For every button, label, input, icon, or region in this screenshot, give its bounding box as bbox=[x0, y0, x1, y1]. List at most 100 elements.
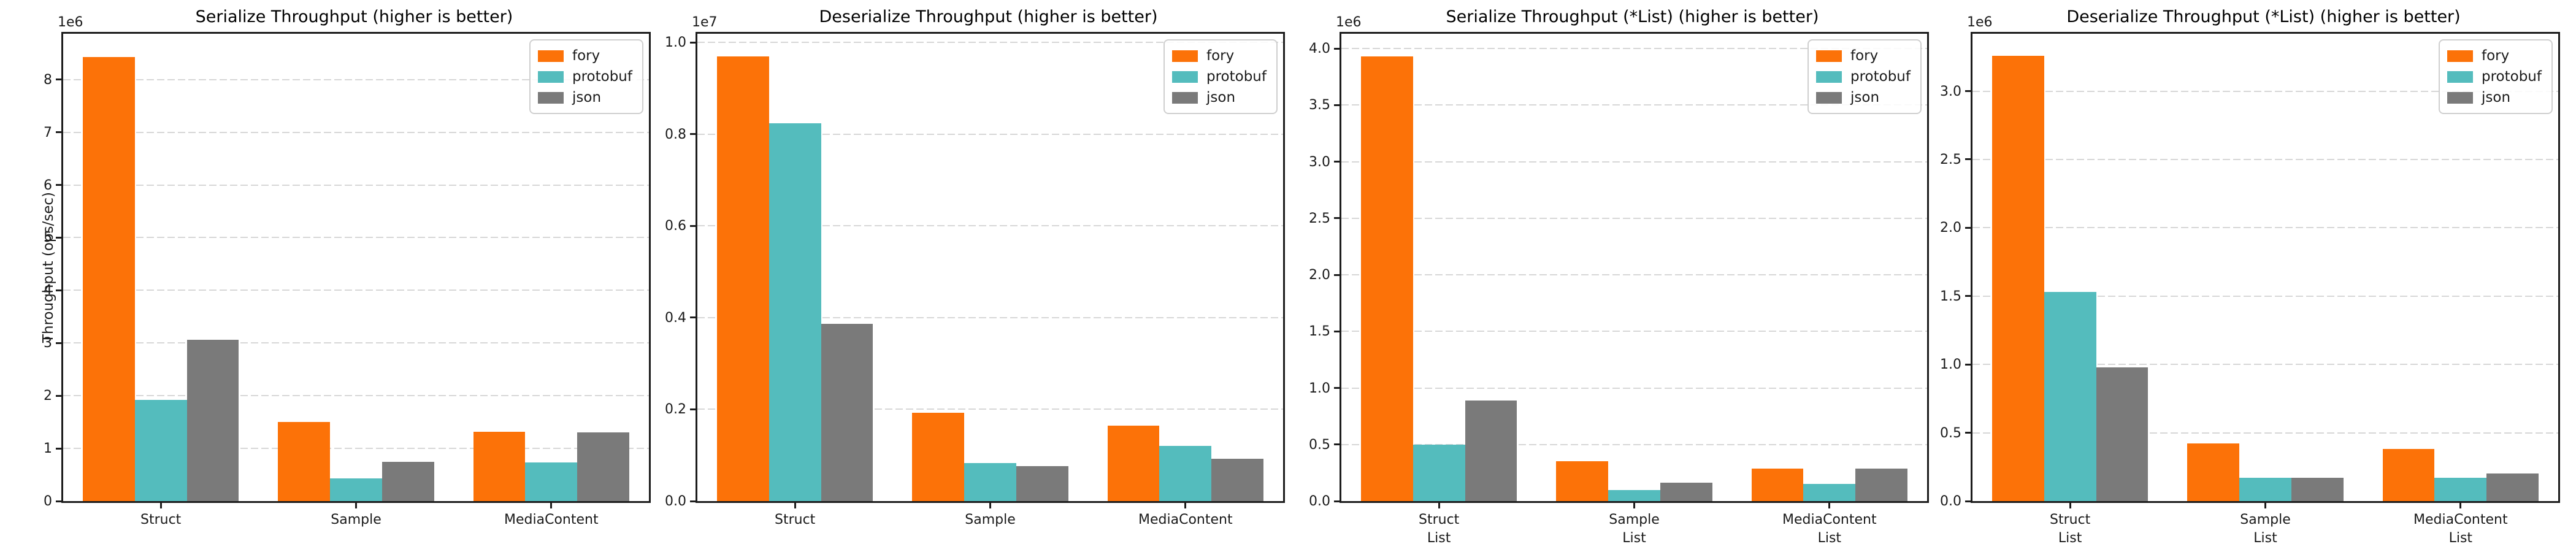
legend-swatch-protobuf-icon bbox=[1172, 71, 1198, 83]
legend-swatch-fory-icon bbox=[1172, 50, 1198, 62]
y-tick-mark bbox=[690, 133, 696, 136]
bar-protobuf-sample bbox=[330, 478, 382, 501]
x-tick-label-line: Sample bbox=[965, 512, 1016, 527]
bar-protobuf-mediacontent bbox=[525, 462, 578, 501]
legend-label: fory bbox=[1206, 48, 1235, 64]
gridline bbox=[697, 42, 1283, 44]
gridline bbox=[697, 408, 1283, 410]
legend-swatch-fory-icon bbox=[2447, 50, 2473, 62]
gridline bbox=[1972, 227, 2558, 229]
legend-item-protobuf: protobuf bbox=[538, 66, 632, 87]
gridline bbox=[697, 133, 1283, 135]
y-tick-mark bbox=[56, 447, 61, 450]
bar-fory-struct bbox=[716, 56, 769, 501]
bar-fory-mediacontent bbox=[1107, 426, 1160, 501]
x-tick-mark bbox=[159, 503, 162, 508]
chart-panel-serialize: Serialize Throughput (higher is better) 1… bbox=[0, 0, 651, 552]
axis-scale-offset-label: 1e7 bbox=[692, 15, 718, 30]
y-tick-label: 3 bbox=[44, 335, 52, 351]
gridline bbox=[63, 131, 649, 133]
legend: fory protobuf json bbox=[529, 39, 643, 114]
legend-label: protobuf bbox=[2482, 69, 2542, 85]
legend-item-fory: fory bbox=[1816, 45, 1911, 66]
legend-label: protobuf bbox=[1206, 69, 1267, 85]
y-tick-mark bbox=[56, 79, 61, 81]
y-tick-mark bbox=[1965, 500, 1971, 502]
x-tick-mark bbox=[1184, 503, 1187, 508]
gridline bbox=[1972, 295, 2558, 297]
x-tick-mark bbox=[1828, 503, 1831, 508]
chart-title: Serialize Throughput (higher is better) bbox=[195, 7, 513, 26]
legend-item-json: json bbox=[538, 87, 632, 108]
gridline bbox=[63, 289, 649, 291]
bar-json-sample bbox=[1660, 483, 1712, 501]
y-tick-mark bbox=[56, 236, 61, 239]
x-tick-label-line: List bbox=[1427, 531, 1451, 546]
y-tick-mark bbox=[1334, 47, 1340, 50]
axis-scale-offset-label: 1e6 bbox=[1967, 15, 1993, 30]
x-tick-mark bbox=[550, 503, 553, 508]
x-tick-label-line: MediaContent bbox=[504, 512, 599, 527]
bar-protobuf-sample bbox=[964, 462, 1016, 501]
x-tick-label-line: Sample bbox=[2240, 512, 2291, 527]
legend-item-protobuf: protobuf bbox=[1816, 66, 1911, 87]
y-tick-label: 0.5 bbox=[1940, 425, 1961, 441]
y-tick-label: 1.0 bbox=[1309, 380, 1330, 396]
bar-json-sample bbox=[1016, 466, 1068, 501]
x-tick-label-line: MediaContent bbox=[1138, 512, 1233, 527]
y-tick-mark bbox=[690, 500, 696, 502]
gridline bbox=[1972, 158, 2558, 160]
chart-title: Serialize Throughput (*List) (higher is … bbox=[1446, 7, 1819, 26]
x-tick-label-line: List bbox=[2058, 531, 2082, 546]
gridline bbox=[63, 79, 649, 80]
y-tick-mark bbox=[1334, 161, 1340, 163]
gridline bbox=[1972, 432, 2558, 434]
gridline bbox=[1341, 387, 1927, 389]
x-tick-label: Sample bbox=[965, 511, 1016, 529]
chart-panel-deserialize-list: Deserialize Throughput (*List) (higher i… bbox=[1932, 0, 2576, 552]
y-tick-label: 4 bbox=[44, 283, 52, 299]
legend-swatch-json-icon bbox=[2447, 91, 2473, 104]
bar-fory-mediacontent bbox=[2382, 449, 2435, 501]
x-tick-mark bbox=[794, 503, 796, 508]
bar-json-struct bbox=[186, 340, 239, 501]
bar-json-mediacontent bbox=[1211, 459, 1264, 501]
x-tick-label: Struct bbox=[775, 511, 815, 529]
gridline bbox=[1341, 217, 1927, 219]
y-tick-label: 0.0 bbox=[1940, 494, 1961, 509]
legend-label: protobuf bbox=[572, 69, 632, 85]
x-tick-label-line: Sample bbox=[331, 512, 381, 527]
x-tick-label-line: Struct bbox=[775, 512, 816, 527]
bar-protobuf-mediacontent bbox=[2434, 478, 2487, 501]
y-tick-label: 2.0 bbox=[1309, 267, 1330, 283]
y-tick-mark bbox=[1965, 90, 1971, 93]
y-tick-label: 0.4 bbox=[665, 310, 686, 326]
legend-label: fory bbox=[572, 48, 600, 64]
x-tick-label-line: List bbox=[2448, 531, 2473, 546]
y-tick-label: 0.8 bbox=[665, 126, 686, 142]
legend-label: json bbox=[1206, 90, 1236, 105]
gridline bbox=[1341, 104, 1927, 106]
legend-label: json bbox=[572, 90, 602, 105]
legend-label: fory bbox=[2482, 48, 2510, 64]
legend-item-protobuf: protobuf bbox=[1172, 66, 1267, 87]
y-tick-mark bbox=[1334, 387, 1340, 389]
plot-area: 0.0 0.5 1.0 1.5 2.0 2.5 3.0 Struct List Sample Lis… bbox=[1940, 32, 2560, 546]
x-tick-mark bbox=[355, 503, 357, 508]
legend-swatch-protobuf-icon bbox=[538, 71, 564, 83]
y-tick-mark bbox=[56, 184, 61, 186]
legend-swatch-json-icon bbox=[538, 91, 564, 104]
bar-fory-mediacontent bbox=[473, 432, 526, 501]
legend-swatch-fory-icon bbox=[538, 50, 564, 62]
y-tick-mark bbox=[1965, 226, 1971, 229]
x-tick-label: MediaContent List bbox=[2413, 511, 2508, 548]
y-tick-mark bbox=[56, 500, 61, 502]
y-tick-mark bbox=[690, 408, 696, 410]
y-tick-label: 2 bbox=[44, 388, 52, 404]
gridline bbox=[1341, 161, 1927, 163]
bar-fory-struct bbox=[1991, 55, 2044, 501]
y-tick-label: 0.5 bbox=[1309, 437, 1330, 453]
x-tick-label: Struct bbox=[140, 511, 181, 529]
x-tick-mark bbox=[989, 503, 991, 508]
